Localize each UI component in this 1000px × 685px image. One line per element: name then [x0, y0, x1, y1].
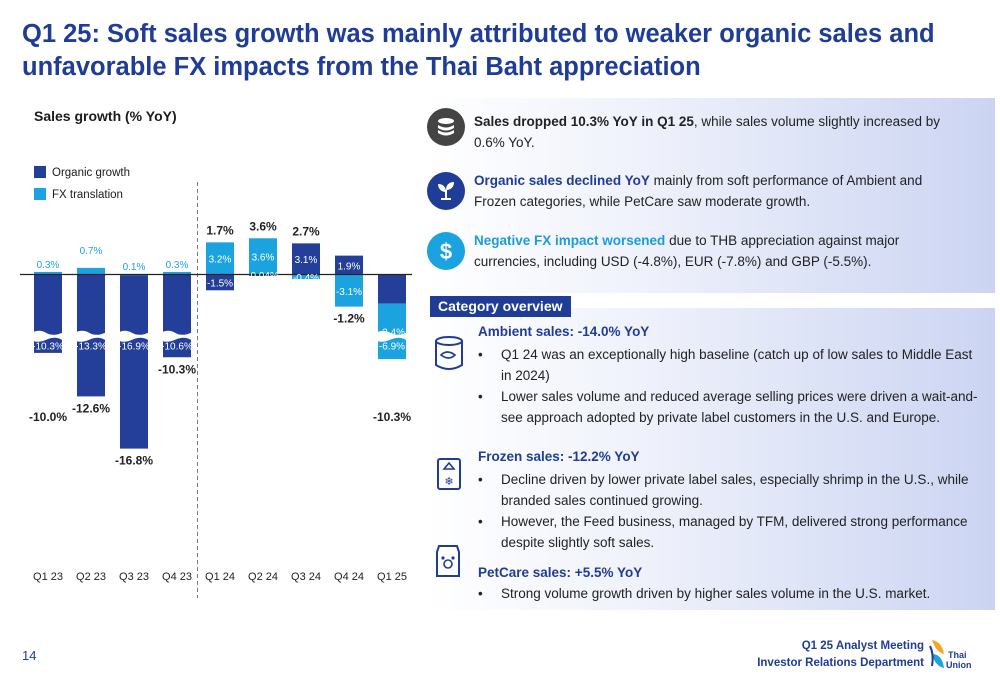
frozen-heading: Frozen sales: -12.2% YoY — [478, 449, 640, 464]
legend-swatch-organic — [34, 166, 46, 178]
total-label-7: -1.2% — [333, 312, 365, 326]
highlight-2-text: mainly from soft performance of Ambient … — [474, 173, 923, 209]
label-organic-6: 3.1% — [295, 255, 318, 266]
bar-organic-6 — [292, 243, 320, 275]
sales-growth-chart: Organic growth FX translation -10.3% 0.3%… — [20, 166, 412, 598]
axis-break-2 — [117, 330, 149, 342]
highlight-1: Sales dropped 10.3% YoY in Q1 25, while … — [474, 111, 964, 153]
petcare-heading: PetCare sales: +5.5% YoY — [478, 565, 643, 580]
x-tick-label-8: Q1 25 — [377, 571, 407, 583]
svg-text:❄: ❄ — [444, 475, 453, 488]
total-label-5: 3.6% — [249, 219, 277, 233]
label-fx-4: 3.2% — [209, 255, 232, 266]
axis-break-0 — [31, 330, 63, 342]
label-organic-8: -6.9% — [379, 341, 405, 352]
frozen-pack-icon: ❄ — [436, 455, 462, 496]
legend-label-organic: Organic growth — [52, 167, 130, 179]
bar-organic-4 — [206, 275, 234, 291]
logo-text-union: Union — [946, 660, 972, 670]
label-fx-6: -0.4% — [293, 273, 319, 284]
label-organic-2: -16.9% — [118, 341, 150, 352]
bar-fx-3 — [163, 271, 191, 275]
highlight-2: Organic sales declined YoY mainly from s… — [474, 170, 964, 212]
total-label-0: -10.0% — [29, 410, 67, 424]
axis-break-8 — [375, 330, 407, 342]
frozen-bullet-1: • Decline driven by lower private label s… — [478, 472, 969, 508]
label-fx-7: -3.1% — [336, 287, 362, 298]
petcare-bullet-1: • Strong volume growth driven by higher s… — [478, 586, 931, 601]
label-fx-8: -3.4% — [379, 327, 405, 338]
label-fx-0: 0.3% — [37, 260, 60, 271]
plant-icon — [427, 172, 465, 210]
bar-organic-3 — [163, 275, 191, 358]
bar-organic-7 — [335, 255, 363, 275]
highlight-3-bold: Negative FX impact worsened — [474, 233, 666, 248]
ambient-bullet-2: • Lower sales volume and reduced average … — [478, 389, 978, 425]
label-organic-1: -13.3% — [75, 341, 107, 352]
x-tick-label-2: Q3 23 — [119, 571, 149, 583]
axis-break-1 — [74, 330, 106, 342]
total-label-2: -16.8% — [115, 454, 153, 468]
pet-food-icon — [433, 542, 463, 585]
legend-label-fx: FX translation — [52, 189, 123, 201]
total-label-4: 1.7% — [206, 223, 234, 237]
x-tick-label-4: Q1 24 — [205, 571, 235, 583]
chart-title: Sales growth (% YoY) — [34, 108, 177, 124]
label-organic-0: -10.3% — [32, 341, 64, 352]
total-label-8: -10.3% — [373, 410, 411, 424]
legend-swatch-fx — [34, 188, 46, 200]
label-organic-7: 1.9% — [338, 261, 361, 272]
frozen-bullet-2: • However, the Feed business, managed by … — [478, 514, 968, 550]
bar-organic-5 — [249, 275, 277, 276]
highlight-3: Negative FX impact worsened due to THB a… — [474, 230, 964, 272]
logo-text-thai: Thai — [948, 650, 967, 660]
thai-union-logo: Thai Union — [929, 640, 972, 670]
x-tick-label-0: Q1 23 — [33, 571, 63, 583]
label-organic-4: -1.5% — [207, 279, 233, 290]
page-number: 14 — [22, 648, 37, 663]
bar-fx-1 — [77, 267, 105, 275]
highlight-1-bold: Sales dropped 10.3% YoY in Q1 25 — [474, 114, 694, 129]
total-label-1: -12.6% — [72, 401, 110, 415]
bar-organic-8 — [378, 275, 406, 304]
label-fx-5: 3.6% — [252, 253, 275, 264]
bar-fx-4 — [206, 242, 234, 275]
x-tick-label-7: Q4 24 — [334, 571, 364, 583]
axis-break-3 — [160, 330, 192, 342]
total-label-3: -10.3% — [158, 362, 196, 376]
highlight-3-text: due to THB appreciation against major cu… — [474, 233, 900, 269]
footer-meeting: Q1 25 Analyst Meeting — [801, 640, 924, 652]
bar-fx-6 — [292, 275, 320, 280]
tuna-can-icon — [432, 333, 466, 378]
highlight-2-bold: Organic sales declined YoY — [474, 173, 650, 188]
footer-department: Investor Relations Department — [757, 657, 924, 669]
highlight-1-text: , while sales volume slightly increased … — [474, 114, 940, 150]
ambient-heading: Ambient sales: -14.0% YoY — [478, 324, 650, 339]
coins-icon — [427, 108, 465, 146]
highlights-panel — [425, 98, 995, 293]
total-label-6: 2.7% — [292, 224, 320, 238]
bar-fx-0 — [34, 271, 62, 275]
x-tick-label-3: Q4 23 — [162, 571, 192, 583]
ambient-bullet-1: • Q1 24 was an exceptionally high baselin… — [478, 347, 973, 383]
bar-fx-5 — [249, 238, 277, 275]
label-fx-1: 0.7% — [80, 246, 103, 257]
label-organic-5: -0.04% — [247, 271, 279, 282]
svg-text:$: $ — [440, 239, 452, 264]
category-overview-tab: Category overview — [430, 296, 571, 317]
category-panel — [425, 308, 995, 610]
bar-fx-7 — [335, 275, 363, 307]
bar-organic-2 — [120, 275, 148, 449]
page-title: Q1 25: Soft sales growth was mainly attr… — [22, 20, 935, 81]
label-organic-3: -10.6% — [161, 341, 193, 352]
x-tick-label-5: Q2 24 — [248, 571, 278, 583]
dollar-icon: $ — [427, 232, 465, 270]
label-fx-3: 0.3% — [166, 260, 189, 271]
x-tick-label-1: Q2 23 — [76, 571, 106, 583]
x-tick-label-6: Q3 24 — [291, 571, 321, 583]
label-fx-2: 0.1% — [123, 262, 146, 273]
